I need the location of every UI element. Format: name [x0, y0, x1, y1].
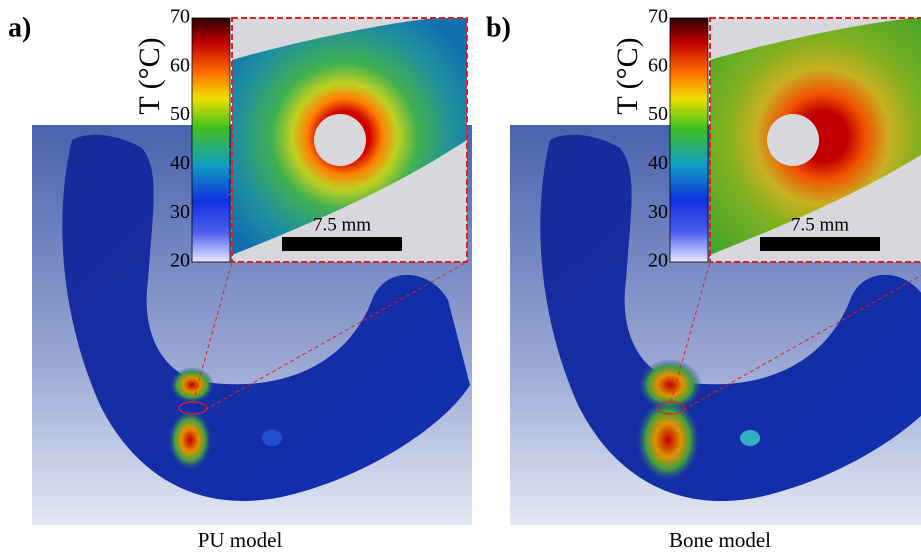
cold-spot — [262, 430, 282, 446]
colorbar-tick-label: 40 — [170, 152, 190, 174]
colorbar-tick-label: 50 — [648, 103, 668, 125]
colorbar — [192, 18, 230, 262]
colorbar-tick-label: 40 — [648, 152, 668, 174]
colorbar-tick-label: 30 — [648, 201, 668, 223]
colorbar-tick-label: 20 — [648, 250, 668, 272]
panel-label: a) — [8, 12, 31, 43]
colorbar — [670, 18, 708, 262]
panel-label: b) — [486, 12, 511, 43]
panel: 7.5 mm 20 30 40 50 60 70T (°C) a) PU model — [8, 6, 472, 552]
scale-bar-label: 7.5 mm — [313, 214, 371, 235]
scale-bar — [760, 237, 880, 251]
panel-caption: PU model — [198, 528, 283, 552]
colorbar-title: T (°C) — [611, 37, 644, 114]
inset-hole — [314, 114, 366, 166]
colorbar-tick-label: 60 — [170, 54, 190, 76]
scale-bar — [282, 237, 402, 251]
panel: 7.5 mm 20 30 40 50 60 70T (°C) b) Bone model — [486, 6, 921, 552]
colorbar-tick-label: 30 — [170, 201, 190, 223]
colorbar-tick-label: 60 — [648, 54, 668, 76]
colorbar-tick-label: 70 — [648, 6, 668, 28]
cold-spot — [740, 430, 760, 446]
colorbar-title: T (°C) — [133, 37, 166, 114]
hot-spot — [170, 367, 214, 403]
colorbar-tick-label: 70 — [170, 6, 190, 28]
colorbar-tick-label: 50 — [170, 103, 190, 125]
panel-caption: Bone model — [669, 528, 771, 552]
hot-spot — [636, 398, 700, 482]
hot-spot — [168, 410, 212, 470]
colorbar-tick-label: 20 — [170, 250, 190, 272]
inset-hole — [767, 114, 819, 166]
scale-bar-label: 7.5 mm — [791, 214, 849, 235]
figure: 7.5 mm203040506070T (°C)a)PU model7.5 mm… — [0, 0, 921, 555]
